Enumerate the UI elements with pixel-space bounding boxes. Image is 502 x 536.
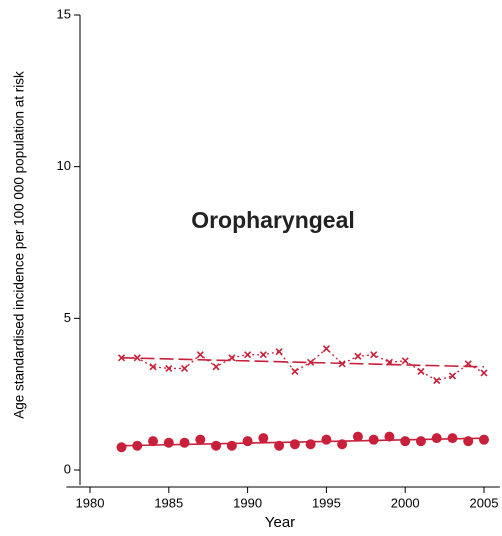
- point: [354, 352, 362, 360]
- point: [400, 436, 411, 447]
- point: [433, 376, 441, 385]
- point: [289, 439, 300, 450]
- point: [163, 437, 174, 448]
- x-axis-label: Year: [265, 514, 295, 531]
- point: [305, 439, 316, 450]
- y-tick-label: 0: [64, 461, 71, 476]
- x-tick-label: 1995: [312, 495, 341, 510]
- point: [479, 434, 489, 445]
- point: [307, 358, 315, 366]
- y-axis-label: Age standardised incidence per 100 000 p…: [12, 71, 27, 419]
- point: [242, 436, 253, 447]
- point: [179, 437, 190, 448]
- series-line: [121, 437, 485, 447]
- point: [431, 433, 442, 444]
- point: [401, 357, 409, 365]
- y-tick-label: 10: [57, 158, 71, 173]
- point: [352, 431, 363, 442]
- point: [116, 442, 127, 453]
- point: [384, 431, 395, 442]
- point: [211, 440, 222, 451]
- point: [180, 364, 189, 372]
- point: [149, 363, 157, 371]
- point: [196, 351, 204, 359]
- point: [321, 434, 332, 445]
- point: [291, 367, 299, 375]
- series-line: [121, 356, 485, 368]
- series-line: [121, 347, 485, 382]
- point: [417, 367, 425, 375]
- point: [212, 363, 220, 371]
- x-tick-label: 1985: [154, 495, 183, 510]
- point: [480, 369, 488, 377]
- annotation: Oropharyngeal: [191, 207, 355, 233]
- point: [275, 348, 283, 356]
- point: [226, 440, 237, 451]
- point: [322, 345, 330, 353]
- x-tick-label: 2005: [470, 495, 499, 510]
- x-tick-label: 1980: [76, 495, 105, 510]
- point: [415, 436, 426, 447]
- point: [448, 372, 457, 380]
- point: [133, 354, 141, 362]
- y-tick-label: 5: [64, 310, 71, 325]
- point: [258, 433, 269, 444]
- point: [370, 351, 378, 359]
- point: [259, 351, 267, 359]
- y-tick-label: 15: [57, 6, 71, 21]
- point: [195, 434, 206, 445]
- point: [148, 436, 159, 447]
- x-tick-label: 1990: [233, 495, 262, 510]
- point: [165, 364, 173, 372]
- point: [244, 351, 252, 359]
- x-tick-label: 2000: [391, 495, 420, 510]
